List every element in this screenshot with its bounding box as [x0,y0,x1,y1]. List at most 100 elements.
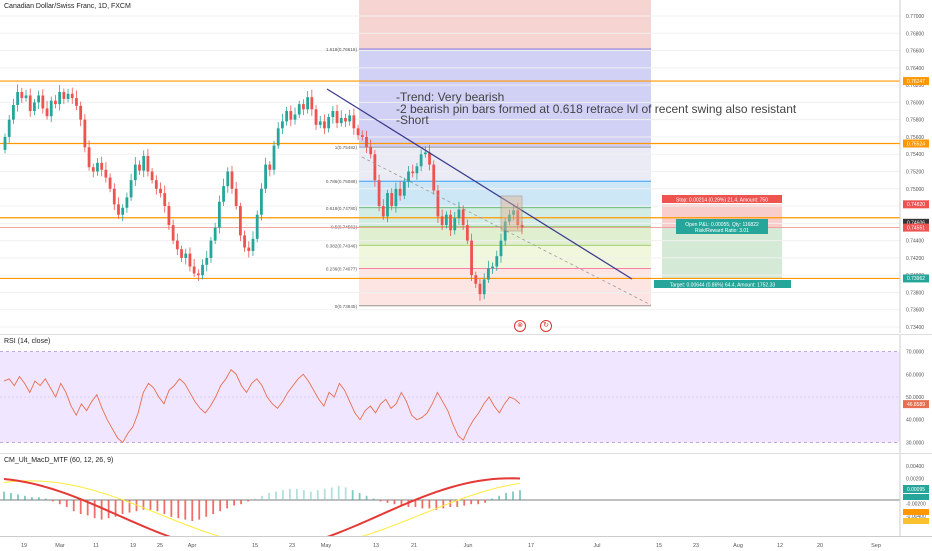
candle-body [70,93,74,99]
fib-band [359,181,651,208]
alert-icon[interactable]: ⊗ [514,320,526,332]
price-label-bg [903,77,929,86]
candle-body [432,164,436,191]
macd-histogram-bar [379,500,382,502]
candle-body [297,104,301,115]
rsi-tick-label: 50.0000 [906,395,924,401]
macd-histogram-bar [100,500,103,520]
macd-signal-line [3,480,521,537]
rsi-canvas[interactable]: 70.0000 60.0000 50.0000 40.0000 30.0000 46.85… [0,335,932,453]
fib-band [359,49,651,148]
x-tick-label: Aug [733,543,743,549]
trade-note[interactable]: -Trend: Very bearish -2 bearish pin bars… [396,91,796,127]
replay-icon[interactable]: ↻ [540,320,552,332]
candle-body [331,111,335,118]
macd-histogram-bar [177,500,180,519]
fib-zone-top [359,0,651,50]
macd-histogram-bar [463,500,466,506]
y-tick-label: 0.75600 [906,135,924,141]
candle-body [377,180,381,207]
candle-body [16,92,20,105]
candle-body [365,136,368,148]
price-label-bg [903,218,929,227]
candle-body [482,279,486,295]
macd-histogram-bar [512,491,514,500]
macd-pane[interactable]: 0.004000.002000.00000-0.00200-0.004000.0… [0,453,932,537]
y-tick-label: 0.73400 [906,325,924,331]
macd-canvas[interactable]: 0.004000.002000.00000-0.00200-0.004000.0… [0,454,932,537]
time-axis[interactable]: 19 Mar 11 19 25 Apr 15 23 May 13 21 Jun 17 Jul 15 23 Aug… [0,536,932,551]
macd-histogram-bar [142,500,145,510]
candle-body [121,207,125,215]
x-tick-label: 15 [656,543,662,549]
macd-histogram-bar [351,490,354,500]
fib-band [359,147,651,182]
candle-body [54,100,57,105]
macd-histogram-bar [470,500,473,505]
open-pnl-text: Open P&L: 0.00055, Qty: 116822 [685,222,759,228]
macd-title: CM_Ult_MacD_MTF (60, 12, 26, 9) [4,457,114,464]
macd-histogram-bar [17,494,19,500]
rsi-title: RSI (14, close) [4,338,51,345]
rsi-tick-label: 70.0000 [906,350,924,356]
candle-body [276,128,280,146]
macd-histogram-bar [442,500,445,509]
candle-body [117,204,120,215]
x-tick-label: 19 [130,543,136,549]
candle-body [503,221,507,241]
macd-histogram-bar [212,500,215,514]
candle-body [495,256,499,267]
rsi-current-bg [903,400,929,409]
macd-histogram-bar [170,500,173,517]
candle-body [369,147,373,155]
macd-histogram-bar [365,495,368,500]
candle-body [226,171,230,187]
macd-histogram-bar [156,500,159,512]
macd-tick-label: 0.00200 [906,477,924,483]
candle-body [243,235,246,248]
macd-histogram-bar [337,486,340,500]
macd-histogram-bar [275,491,277,500]
y-tick-label: 0.73600 [906,308,924,314]
candle-body [234,188,238,207]
macd-histogram-bar [184,500,187,520]
x-tick-label: Jun [464,543,473,549]
candle-body [7,119,11,137]
x-tick-label: 11 [93,543,99,549]
y-tick-label: 0.76200 [906,83,924,89]
candle-body [436,190,440,217]
candle-body [293,114,297,120]
candle-body [108,177,112,189]
candle-body [217,201,221,228]
pin-bar-box [500,195,523,232]
price-label-bg [903,139,929,148]
fib-level-label: 0.618(0.74780) [326,206,358,211]
rsi-pane[interactable]: 70.0000 60.0000 50.0000 40.0000 30.0000 46.85… [0,334,932,453]
trend-line [326,88,633,280]
macd-current-label: 0.00095 [907,487,925,493]
macd-histogram-bar [247,500,249,502]
macd-histogram-bar [65,500,68,507]
macd-histogram-bar [219,500,222,512]
candle-body [24,95,28,99]
candle-body [58,92,62,105]
y-tick-label: 0.75200 [906,170,924,176]
macd-histogram-bar [295,488,298,500]
candle-body [213,227,217,241]
macd-histogram-bar [135,500,138,512]
candle-body [507,214,511,222]
macd-histogram-bar [435,500,438,510]
fib-level-label: 1.618(0.76618) [326,47,358,52]
stop-label: Stop: 0.00214 (0.29%) 21.4, Amount: 750 [662,195,782,203]
y-tick-label: 0.74400 [906,239,924,245]
candle-body [79,105,83,120]
x-tick-label: 13 [373,543,379,549]
candle-body [394,188,398,207]
price-chart-canvas[interactable]: 1.618(0.76618) 1(0.75482) 0.786(0.75088) 0.… [0,0,932,333]
candle-body [154,180,158,189]
macd-histogram-bar [330,487,333,500]
macd-tick-label: 0.00400 [906,464,924,470]
main-price-chart[interactable]: 1.618(0.76618) 1(0.75482) 0.786(0.75088) 0.… [0,0,932,333]
x-tick-label: Sep [871,543,881,549]
candle-body [62,92,66,99]
